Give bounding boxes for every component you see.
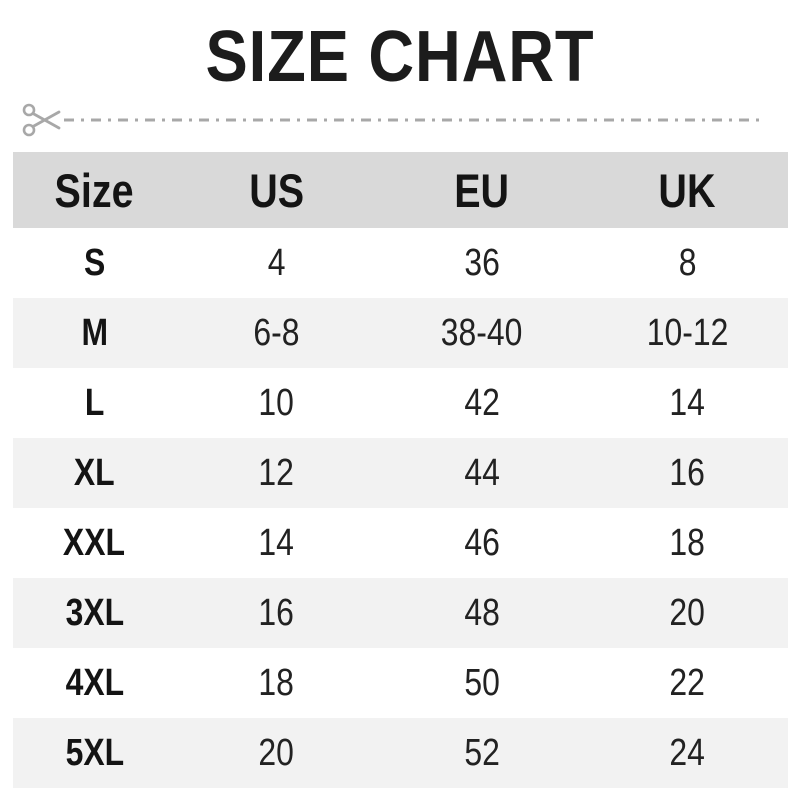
table-row-s: S 4 36 8 <box>13 228 788 298</box>
uk-value: 22 <box>669 661 706 704</box>
us-value: 6-8 <box>253 311 300 354</box>
eu-value: 50 <box>464 661 500 704</box>
uk-value: 10-12 <box>646 311 729 354</box>
eu-cell: 46 <box>377 508 586 578</box>
column-header-size: Size <box>13 152 176 228</box>
uk-cell: 20 <box>587 578 789 648</box>
us-value: 12 <box>258 451 295 494</box>
us-cell: 20 <box>176 718 378 788</box>
eu-value: 44 <box>464 451 500 494</box>
size-cell: 3XL <box>13 578 176 648</box>
uk-cell: 10-12 <box>587 298 789 368</box>
table-row-l: L 10 42 14 <box>13 368 788 438</box>
size-value: XXL <box>63 521 126 564</box>
uk-cell: 8 <box>587 228 789 298</box>
us-value: 16 <box>258 591 295 634</box>
eu-cell: 48 <box>377 578 586 648</box>
us-cell: 10 <box>176 368 378 438</box>
us-value: 18 <box>258 661 295 704</box>
eu-cell: 42 <box>377 368 586 438</box>
eu-value: 42 <box>464 381 500 424</box>
size-value: L <box>84 381 105 424</box>
us-value: 10 <box>258 381 295 424</box>
size-cell: M <box>13 298 176 368</box>
table-row-4xl: 4XL 18 50 22 <box>13 648 788 718</box>
cut-line <box>22 102 765 138</box>
table-row-3xl: 3XL 16 48 20 <box>13 578 788 648</box>
uk-cell: 14 <box>587 368 789 438</box>
uk-value: 8 <box>678 241 697 284</box>
uk-cell: 24 <box>587 718 789 788</box>
column-header-uk-label: UK <box>658 163 716 217</box>
us-value: 14 <box>258 521 295 564</box>
column-header-eu: EU <box>377 152 586 228</box>
uk-value: 16 <box>669 451 706 494</box>
us-cell: 14 <box>176 508 378 578</box>
size-cell: 4XL <box>13 648 176 718</box>
size-value: 3XL <box>65 591 124 634</box>
table-row-xl: XL 12 44 16 <box>13 438 788 508</box>
size-cell: XXL <box>13 508 176 578</box>
uk-value: 24 <box>669 731 706 774</box>
eu-cell: 36 <box>377 228 586 298</box>
size-value: XL <box>73 451 115 494</box>
us-cell: 12 <box>176 438 378 508</box>
us-cell: 18 <box>176 648 378 718</box>
eu-cell: 50 <box>377 648 586 718</box>
table-row-xxl: XXL 14 46 18 <box>13 508 788 578</box>
table-header-row: Size US EU UK <box>13 152 788 228</box>
eu-value: 46 <box>464 521 500 564</box>
us-value: 4 <box>267 241 286 284</box>
column-header-us: US <box>176 152 378 228</box>
eu-cell: 44 <box>377 438 586 508</box>
table-row-m: M 6-8 38-40 10-12 <box>13 298 788 368</box>
dashed-cut-line <box>64 118 765 122</box>
us-cell: 4 <box>176 228 378 298</box>
page-title-text: SIZE CHART <box>205 17 595 97</box>
column-header-size-label: Size <box>54 163 134 217</box>
column-header-eu-label: EU <box>454 163 510 217</box>
eu-cell: 52 <box>377 718 586 788</box>
page-title: SIZE CHART <box>0 20 800 94</box>
uk-cell: 16 <box>587 438 789 508</box>
eu-value: 48 <box>464 591 500 634</box>
size-cell: 5XL <box>13 718 176 788</box>
uk-value: 14 <box>669 381 706 424</box>
us-value: 20 <box>258 731 295 774</box>
table-row-5xl: 5XL 20 52 24 <box>13 718 788 788</box>
scissors-icon <box>22 103 61 137</box>
us-cell: 16 <box>176 578 378 648</box>
eu-value: 38-40 <box>441 311 523 354</box>
us-cell: 6-8 <box>176 298 378 368</box>
column-header-uk: UK <box>587 152 789 228</box>
size-cell: XL <box>13 438 176 508</box>
eu-value: 36 <box>464 241 500 284</box>
size-cell: S <box>13 228 176 298</box>
eu-value: 52 <box>464 731 500 774</box>
size-value: S <box>83 241 106 284</box>
uk-cell: 18 <box>587 508 789 578</box>
uk-value: 18 <box>669 521 706 564</box>
size-cell: L <box>13 368 176 438</box>
column-header-us-label: US <box>249 163 304 217</box>
size-table: Size US EU UK S 4 36 8 M 6-8 38-40 10-12… <box>13 152 788 788</box>
uk-value: 20 <box>669 591 706 634</box>
size-value: M <box>81 311 108 354</box>
eu-cell: 38-40 <box>377 298 586 368</box>
size-value: 5XL <box>65 731 124 774</box>
size-value: 4XL <box>65 661 124 704</box>
uk-cell: 22 <box>587 648 789 718</box>
